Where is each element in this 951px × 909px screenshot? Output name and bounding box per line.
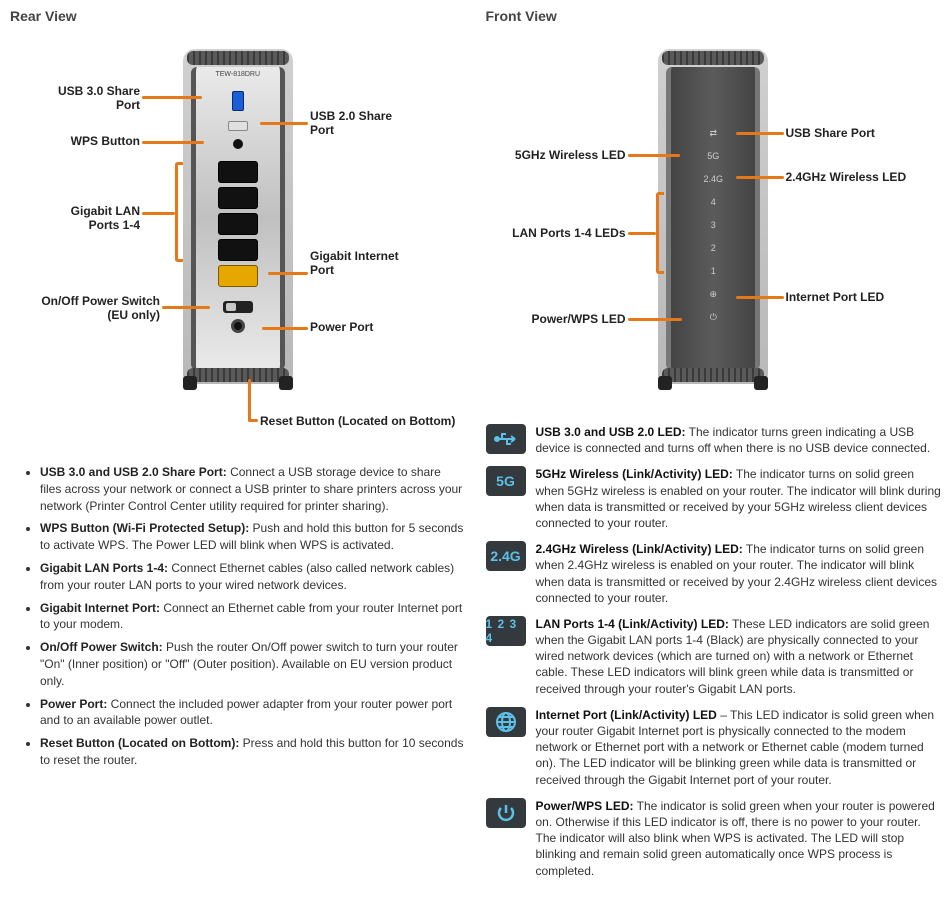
led-power-icon: ⏻	[710, 313, 717, 322]
callout-line	[628, 154, 680, 157]
rear-desc-item: Gigabit Internet Port: Connect an Ethern…	[40, 600, 466, 634]
callout-lan: Gigabit LAN Ports 1-4	[10, 204, 140, 233]
lan-port	[218, 239, 258, 261]
rear-desc-item: USB 3.0 and USB 2.0 Share Port: Connect …	[40, 464, 466, 514]
led-4: 4	[711, 198, 716, 207]
callout-line	[142, 212, 175, 215]
front-desc-item: USB 3.0 and USB 2.0 LED: The indicator t…	[486, 424, 942, 456]
led-5g: 5G	[707, 152, 719, 161]
front-desc-item: 2.4G 2.4GHz Wireless (Link/Activity) LED:…	[486, 541, 942, 606]
rear-vent-bottom	[187, 368, 289, 382]
power-icon	[486, 798, 526, 828]
callout-usb3: USB 3.0 Share Port	[10, 84, 140, 113]
port-block	[218, 161, 258, 287]
callout-pwr: Power/WPS LED	[486, 312, 626, 326]
callout-net: Internet Port LED	[786, 290, 946, 304]
callout-line	[268, 272, 308, 275]
lan-port	[218, 161, 258, 183]
led-stack: ⇄ 5G 2.4G 4 3 2 1 ⊕ ⏻	[671, 129, 755, 322]
router-front: ⇄ 5G 2.4G 4 3 2 1 ⊕ ⏻	[658, 49, 768, 384]
front-diagram: ⇄ 5G 2.4G 4 3 2 1 ⊕ ⏻ 5GHz Wireless	[486, 34, 942, 414]
front-desc-text: Power/WPS LED: The indicator is solid gr…	[536, 798, 942, 879]
led-usb-icon: ⇄	[709, 129, 717, 138]
front-desc-item: Internet Port (Link/Activity) LED – This…	[486, 707, 942, 788]
globe-icon	[486, 707, 526, 737]
callout-line	[142, 141, 204, 144]
front-desc-text: 5GHz Wireless (Link/Activity) LED: The i…	[536, 466, 942, 531]
callout-lanleds: LAN Ports 1-4 LEDs	[486, 226, 626, 240]
wps-button	[233, 139, 243, 149]
callout-line	[736, 132, 784, 135]
rear-desc-list: USB 3.0 and USB 2.0 Share Port: Connect …	[40, 464, 466, 769]
front-desc-item: 5G 5GHz Wireless (Link/Activity) LED: The…	[486, 466, 942, 531]
front-desc-item: 1 2 3 4 LAN Ports 1-4 (Link/Activity) LED…	[486, 616, 942, 697]
2.4G-icon: 2.4G	[486, 541, 526, 571]
1234-icon: 1 2 3 4	[486, 616, 526, 646]
usb-icon	[486, 424, 526, 454]
stand	[279, 376, 293, 390]
callout-line	[736, 176, 784, 179]
callout-switch: On/Off Power Switch (EU only)	[10, 294, 160, 323]
callout-line	[262, 327, 308, 330]
stand	[658, 376, 672, 390]
callout-line	[248, 419, 258, 422]
front-vent-top	[662, 51, 764, 65]
led-1: 1	[711, 267, 716, 276]
led-2: 2	[711, 244, 716, 253]
wan-port	[218, 265, 258, 287]
led-internet-icon: ⊕	[709, 290, 717, 299]
callout-line	[142, 96, 202, 99]
stand	[754, 376, 768, 390]
usb3-port	[232, 91, 244, 111]
router-rear-body: TEW-818DRU	[191, 67, 285, 370]
power-port	[231, 319, 245, 333]
lan-port	[218, 213, 258, 235]
usb2-port	[228, 121, 248, 131]
callout-line	[162, 306, 210, 309]
callout-line	[628, 318, 682, 321]
front-desc-text: LAN Ports 1-4 (Link/Activity) LED: These…	[536, 616, 942, 697]
callout-line	[248, 379, 251, 421]
callout-usb-led: USB Share Port	[786, 126, 946, 140]
router-front-body: ⇄ 5G 2.4G 4 3 2 1 ⊕ ⏻	[666, 67, 760, 370]
power-switch	[223, 301, 253, 313]
callout-line	[260, 122, 308, 125]
front-vent-bottom	[662, 368, 764, 382]
callout-line	[736, 296, 784, 299]
rear-column: Rear View TEW-818DRU	[10, 8, 466, 775]
front-desc-item: Power/WPS LED: The indicator is solid gr…	[486, 798, 942, 879]
page: Rear View TEW-818DRU	[10, 8, 941, 889]
callout-bracket	[175, 162, 183, 262]
callout-wps: WPS Button	[10, 134, 140, 148]
rear-desc-item: Power Port: Connect the included power a…	[40, 696, 466, 730]
rear-vent-top	[187, 51, 289, 65]
rear-desc-item: Gigabit LAN Ports 1-4: Connect Ethernet …	[40, 560, 466, 594]
rear-diagram: TEW-818DRU	[10, 34, 466, 454]
led-24g: 2.4G	[703, 175, 723, 184]
front-desc-text: Internet Port (Link/Activity) LED – This…	[536, 707, 942, 788]
rear-model-label: TEW-818DRU	[196, 71, 280, 78]
led-3: 3	[711, 221, 716, 230]
rear-title: Rear View	[10, 8, 466, 24]
callout-usb2: USB 2.0 Share Port	[310, 109, 440, 138]
router-rear: TEW-818DRU	[183, 49, 293, 384]
callout-wan: Gigabit Internet Port	[310, 249, 440, 278]
rear-desc-item: On/Off Power Switch: Push the router On/…	[40, 639, 466, 689]
5G-icon: 5G	[486, 466, 526, 496]
front-desc-text: USB 3.0 and USB 2.0 LED: The indicator t…	[536, 424, 942, 456]
callout-24g: 2.4GHz Wireless LED	[786, 170, 946, 184]
callout-reset: Reset Button (Located on Bottom)	[260, 414, 510, 428]
stand	[183, 376, 197, 390]
front-desc-text: 2.4GHz Wireless (Link/Activity) LED: The…	[536, 541, 942, 606]
front-title: Front View	[486, 8, 942, 24]
callout-line	[628, 232, 656, 235]
rear-desc-item: Reset Button (Located on Bottom): Press …	[40, 735, 466, 769]
lan-port	[218, 187, 258, 209]
callout-5g: 5GHz Wireless LED	[486, 148, 626, 162]
callout-power: Power Port	[310, 320, 440, 334]
callout-bracket	[656, 192, 664, 274]
rear-desc-item: WPS Button (Wi-Fi Protected Setup): Push…	[40, 520, 466, 554]
front-column: Front View ⇄ 5G 2.4G 4 3 2 1 ⊕ ⏻	[486, 8, 942, 889]
front-desc-list: USB 3.0 and USB 2.0 LED: The indicator t…	[486, 424, 942, 879]
